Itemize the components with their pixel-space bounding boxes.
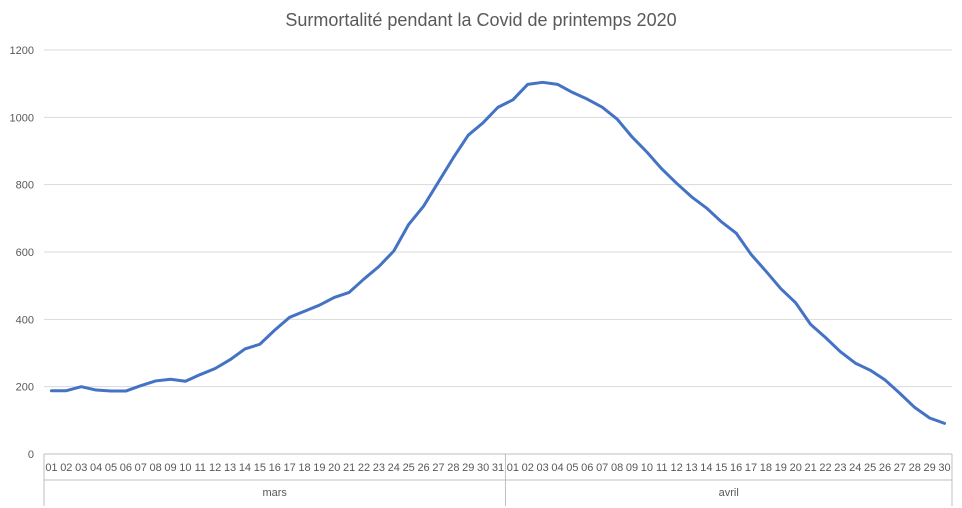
- x-tick-label: 21: [343, 462, 355, 474]
- x-tick-label: 05: [566, 462, 578, 474]
- x-tick-label: 26: [417, 462, 429, 474]
- x-tick-label: 27: [894, 462, 906, 474]
- x-tick-label: 13: [224, 462, 236, 474]
- series-line: [49, 80, 947, 425]
- x-tick-label: 20: [790, 462, 802, 474]
- x-tick-label: 10: [179, 462, 191, 474]
- x-tick-label: 28: [447, 462, 459, 474]
- x-tick-label: 03: [537, 462, 549, 474]
- x-tick-label: 26: [879, 462, 891, 474]
- y-tick-label: 1200: [10, 45, 34, 57]
- x-tick-label: 11: [656, 462, 667, 474]
- x-tick-label: 21: [804, 462, 816, 474]
- x-tick-label: 24: [849, 462, 861, 474]
- x-tick-label: 17: [283, 462, 295, 474]
- x-tick-label: 24: [388, 462, 400, 474]
- x-tick-label: 09: [626, 462, 638, 474]
- y-tick-label: 0: [28, 449, 34, 461]
- x-tick-label: 08: [150, 462, 162, 474]
- x-tick-label: 30: [938, 462, 950, 474]
- chart-title: Surmortalité pendant la Covid de printem…: [285, 10, 677, 30]
- x-tick-label: 02: [60, 462, 72, 474]
- x-tick-label: 15: [254, 462, 266, 474]
- y-tick-label: 800: [16, 180, 34, 192]
- x-tick-label: 16: [269, 462, 281, 474]
- x-tick-label: 25: [864, 462, 876, 474]
- x-tick-label: 11: [195, 462, 206, 474]
- x-tick-label: 23: [373, 462, 385, 474]
- x-tick-label: 27: [432, 462, 444, 474]
- x-tick-label: 04: [90, 462, 102, 474]
- x-tick-label: 10: [641, 462, 653, 474]
- x-tick-label: 19: [775, 462, 787, 474]
- x-group-label: avril: [719, 487, 739, 499]
- x-tick-label: 25: [403, 462, 415, 474]
- x-tick-label: 22: [358, 462, 370, 474]
- x-tick-label: 12: [670, 462, 682, 474]
- x-tick-label: 03: [75, 462, 87, 474]
- x-tick-label: 31: [492, 462, 504, 474]
- y-tick-label: 400: [16, 314, 34, 326]
- x-tick-label: 06: [120, 462, 132, 474]
- x-tick-label: 04: [551, 462, 563, 474]
- x-tick-label: 13: [685, 462, 697, 474]
- x-tick-label: 02: [522, 462, 534, 474]
- x-group-label: mars: [262, 487, 287, 499]
- x-tick-label: 16: [730, 462, 742, 474]
- x-tick-label: 18: [760, 462, 772, 474]
- y-tick-label: 600: [16, 247, 34, 259]
- x-tick-label: 07: [596, 462, 608, 474]
- x-tick-label: 20: [328, 462, 340, 474]
- x-tick-label: 22: [819, 462, 831, 474]
- x-tick-label: 29: [924, 462, 936, 474]
- x-tick-label: 09: [164, 462, 176, 474]
- x-tick-label: 19: [313, 462, 325, 474]
- x-tick-label: 01: [507, 462, 519, 474]
- x-tick-label: 29: [462, 462, 474, 474]
- y-tick-label: 200: [16, 382, 34, 394]
- x-tick-label: 14: [700, 462, 712, 474]
- x-tick-label: 06: [581, 462, 593, 474]
- y-tick-label: 1000: [10, 112, 34, 124]
- x-tick-label: 05: [105, 462, 117, 474]
- x-tick-label: 15: [715, 462, 727, 474]
- x-tick-label: 17: [745, 462, 757, 474]
- x-tick-label: 30: [477, 462, 489, 474]
- x-tick-label: 12: [209, 462, 221, 474]
- x-tick-label: 08: [611, 462, 623, 474]
- x-tick-label: 01: [45, 462, 57, 474]
- x-tick-label: 14: [239, 462, 251, 474]
- x-tick-label: 07: [135, 462, 147, 474]
- x-tick-label: 23: [834, 462, 846, 474]
- x-tick-label: 28: [909, 462, 921, 474]
- x-tick-label: 18: [298, 462, 310, 474]
